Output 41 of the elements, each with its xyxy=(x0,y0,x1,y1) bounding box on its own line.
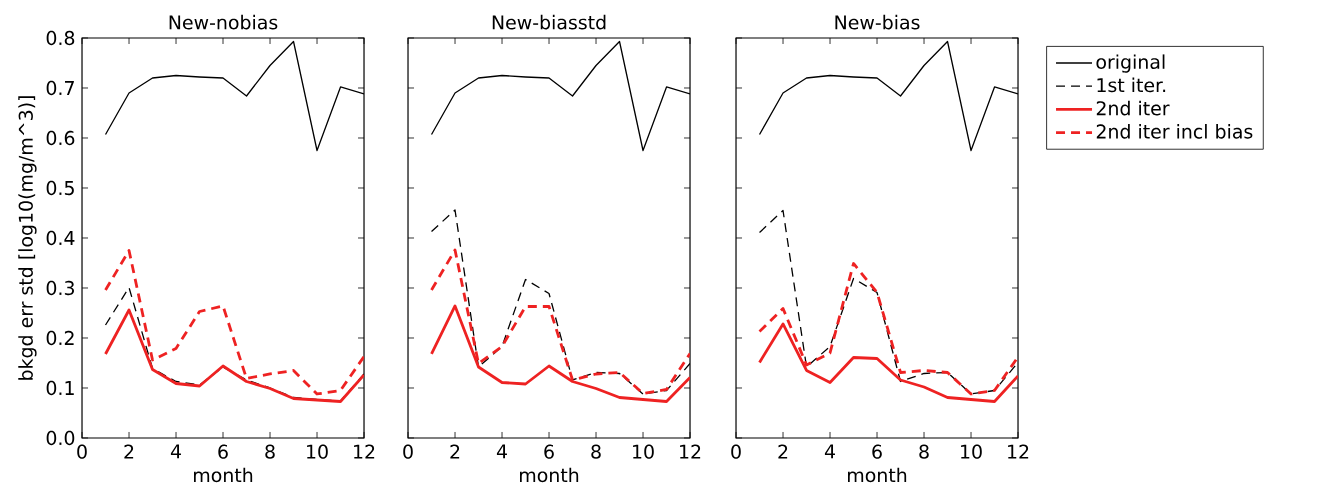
y-tick-label: 0.4 xyxy=(46,230,75,246)
y-tick-label: 0.5 xyxy=(46,180,74,196)
x-tick-label: 10 xyxy=(633,444,654,459)
x-tick-label: 8 xyxy=(591,444,601,459)
x-tick-label: 10 xyxy=(307,444,328,459)
y-tick-label: 0.6 xyxy=(46,130,75,146)
x-tick-label: 8 xyxy=(919,444,929,459)
x-tick-label: 2 xyxy=(778,444,788,459)
x-tick-label: 2 xyxy=(124,444,134,459)
x-axis-title: month xyxy=(520,467,579,483)
x-tick-label: 0 xyxy=(731,444,741,459)
chart-title: New-nobias xyxy=(169,14,278,30)
x-tick-label: 0 xyxy=(77,444,87,459)
chart-title: New-bias xyxy=(835,14,920,30)
x-tick-label: 2 xyxy=(450,444,460,459)
x-tick-label: 12 xyxy=(1008,444,1029,459)
legend-label: original xyxy=(1096,54,1165,73)
y-tick-label: 0.2 xyxy=(46,330,74,346)
legend-label: 2nd iter xyxy=(1096,100,1170,116)
x-tick-label: 0 xyxy=(403,444,413,459)
legend-label: 1st iter. xyxy=(1097,77,1166,93)
x-tick-label: 4 xyxy=(824,444,835,459)
x-tick-label: 12 xyxy=(680,444,701,459)
x-tick-label: 12 xyxy=(354,444,375,459)
y-tick-label: 0.7 xyxy=(46,80,74,96)
y-tick-label: 0.0 xyxy=(46,430,75,446)
legend-label: 2nd iter incl bias xyxy=(1096,124,1253,139)
x-tick-label: 6 xyxy=(872,444,882,459)
x-tick-label: 6 xyxy=(544,444,554,459)
x-tick-label: 4 xyxy=(170,444,181,459)
chart-title: New-biasstd xyxy=(492,14,606,30)
x-tick-label: 6 xyxy=(218,444,228,459)
x-axis-title: month xyxy=(848,467,907,483)
x-tick-label: 4 xyxy=(496,444,507,459)
y-tick-label: 0.8 xyxy=(46,30,75,46)
x-axis-title: month xyxy=(194,467,253,483)
y-axis-title: bkgd err std [log10(mg/m^3)] xyxy=(18,96,37,380)
x-tick-label: 8 xyxy=(265,444,275,459)
y-tick-label: 0.1 xyxy=(46,380,74,396)
y-tick-label: 0.3 xyxy=(46,280,74,296)
x-tick-label: 10 xyxy=(961,444,982,459)
